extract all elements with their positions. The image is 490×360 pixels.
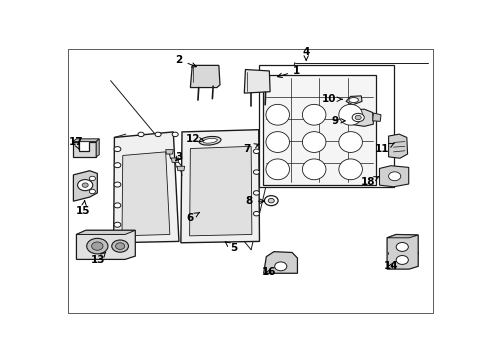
Circle shape [89,189,96,194]
Polygon shape [74,171,98,201]
Text: 9: 9 [331,116,345,126]
Polygon shape [263,75,376,185]
Polygon shape [346,109,373,126]
Ellipse shape [302,159,326,180]
Text: 18: 18 [361,177,379,187]
Circle shape [92,242,103,250]
Text: 3: 3 [175,152,183,162]
Polygon shape [181,130,260,243]
Text: 2: 2 [175,55,196,67]
Circle shape [253,170,260,174]
Text: 12: 12 [186,134,204,144]
Ellipse shape [339,104,363,125]
Polygon shape [379,166,409,187]
Text: 6: 6 [187,213,199,223]
Polygon shape [264,252,297,273]
Circle shape [389,172,401,181]
Text: 14: 14 [384,261,398,271]
Circle shape [253,211,260,216]
Circle shape [138,132,144,136]
Circle shape [275,262,287,271]
Ellipse shape [266,159,290,180]
Polygon shape [96,139,99,157]
Circle shape [355,115,361,120]
Circle shape [114,222,121,227]
Circle shape [87,238,108,254]
Circle shape [77,180,93,191]
Text: 4: 4 [302,46,310,60]
Circle shape [396,256,408,264]
Circle shape [114,147,121,152]
Ellipse shape [203,138,217,143]
Text: 13: 13 [91,252,106,265]
Text: 11: 11 [375,143,394,154]
Polygon shape [172,158,179,162]
Polygon shape [73,139,99,141]
Ellipse shape [266,104,290,125]
Polygon shape [166,150,173,154]
Text: 1: 1 [278,66,300,77]
Text: 15: 15 [76,200,91,216]
Circle shape [82,183,88,187]
Polygon shape [114,132,179,243]
Circle shape [253,149,260,153]
Circle shape [253,191,260,195]
Polygon shape [76,230,135,234]
Circle shape [89,176,96,181]
Polygon shape [190,66,220,87]
Polygon shape [76,230,135,260]
Polygon shape [122,152,170,236]
Text: 17: 17 [69,136,83,149]
Ellipse shape [302,104,326,125]
Ellipse shape [199,136,221,145]
Polygon shape [372,113,381,121]
Circle shape [268,198,274,203]
Text: 16: 16 [262,267,276,277]
Polygon shape [190,146,252,236]
Circle shape [112,240,128,252]
Polygon shape [245,69,270,93]
Polygon shape [387,234,418,238]
Circle shape [155,132,161,136]
Polygon shape [177,166,185,171]
Polygon shape [389,134,408,158]
Circle shape [116,243,124,249]
Circle shape [396,243,408,251]
Text: 10: 10 [322,94,342,104]
Polygon shape [346,96,362,105]
Polygon shape [387,234,418,269]
Text: 8: 8 [245,196,264,206]
Polygon shape [73,141,96,157]
Ellipse shape [339,132,363,152]
Circle shape [114,203,121,208]
Text: 5: 5 [225,242,238,253]
Bar [259,66,393,187]
Circle shape [114,163,121,168]
Ellipse shape [302,132,326,152]
Text: 7: 7 [244,144,259,153]
Ellipse shape [352,113,364,122]
Ellipse shape [349,98,358,103]
Ellipse shape [339,159,363,180]
Circle shape [265,196,278,206]
Ellipse shape [266,132,290,152]
Circle shape [114,182,121,187]
Circle shape [172,132,178,136]
